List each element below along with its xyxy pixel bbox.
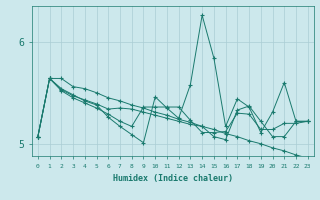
X-axis label: Humidex (Indice chaleur): Humidex (Indice chaleur) [113,174,233,183]
